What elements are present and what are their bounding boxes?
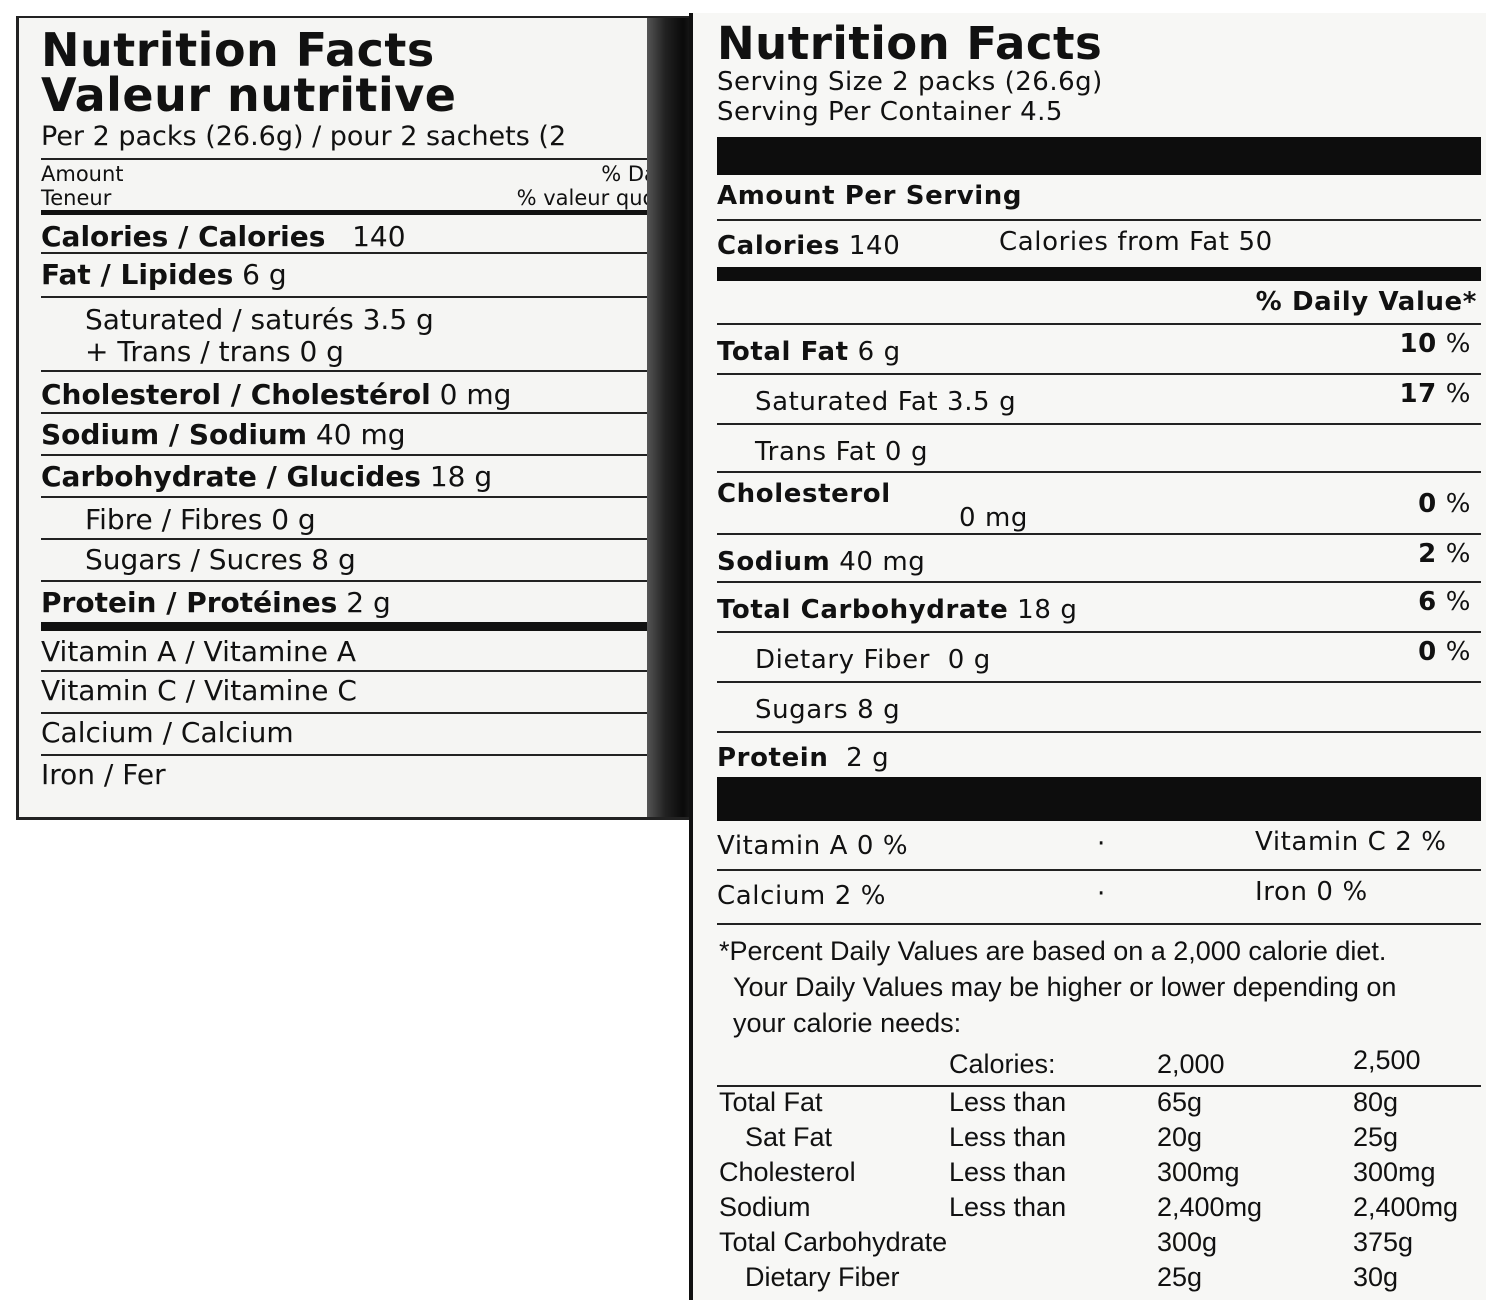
- us-nutrition-label: Nutrition Facts Serving Size 2 packs (26…: [689, 13, 1486, 1300]
- table-row: Cholesterol Less than 300mg 300mg: [719, 1157, 1436, 1187]
- vitamin-a: Vitamin A 0 %: [717, 831, 909, 861]
- calories-from-fat: Calories from Fat 50: [999, 227, 1273, 257]
- row-total-fat: Total Fat 6 g 10 %: [717, 323, 1481, 373]
- row-sugars: Sugars 8 g: [717, 681, 1481, 731]
- left-title-fr: Valeur nutritive: [41, 68, 457, 122]
- row-saturated-fat: Saturated Fat 3.5 g 17 %: [717, 373, 1481, 423]
- left-row-calcium: Calcium / Calcium: [41, 712, 681, 754]
- left-row-sugars: Sugars / Sucres 8 g: [41, 538, 681, 580]
- calcium: Calcium 2 %: [717, 881, 887, 911]
- row-total-carbohydrate: Total Carbohydrate 18 g 6 %: [717, 581, 1481, 631]
- left-serving-size: Per 2 packs (26.6g) / pour 2 sachets (2: [41, 121, 567, 152]
- row-dietary-fiber: Dietary Fiber 0 g 0 %: [717, 631, 1481, 681]
- left-row-vitamin-c: Vitamin C / Vitamine C: [41, 670, 681, 712]
- medium-rule: [717, 267, 1481, 281]
- table-row: Sodium Less than 2,400mg 2,400mg: [719, 1192, 1459, 1222]
- row-vitamins: Vitamin A 0 % · Vitamin C 2 %: [717, 821, 1481, 869]
- canadian-nutrition-label: Nutrition Facts Valeur nutritive Per 2 p…: [16, 16, 690, 820]
- teneur-label: Teneur: [41, 186, 112, 210]
- separator-dot: ·: [1097, 879, 1106, 909]
- left-row-fibre: Fibre / Fibres 0 g: [41, 496, 681, 538]
- row-protein: Protein 2 g: [717, 731, 1481, 777]
- amount-label: Amount: [41, 162, 124, 186]
- footnote: *Percent Daily Values are based on a 2,0…: [717, 923, 1481, 1041]
- iron: Iron 0 %: [1255, 877, 1368, 907]
- table-row: Dietary Fiber 25g 30g: [745, 1262, 1399, 1292]
- calories-row: Calories 140 Calories from Fat 50: [717, 219, 1481, 267]
- table-row: Total Fat Less than 65g 80g: [719, 1087, 1399, 1117]
- package-fold-shadow: [647, 18, 690, 817]
- servings-per-container: Serving Per Container 4.5: [717, 97, 1063, 127]
- left-column-header: Amount Teneur % Daily % valeur quotic: [41, 158, 681, 210]
- row-sodium: Sodium 40 mg 2 %: [717, 533, 1481, 581]
- left-row-iron: Iron / Fer: [41, 754, 681, 796]
- thick-rule-vitamins: [717, 777, 1481, 821]
- left-row-fat: Fat / Lipides 6 g 1: [41, 252, 687, 296]
- left-row-calories: Calories / Calories 140: [41, 210, 681, 253]
- thick-rule-top: [717, 137, 1481, 175]
- left-row-sodium: Sodium / Sodium 40 mg: [41, 412, 681, 454]
- left-row-carbohydrate: Carbohydrate / Glucides 18 g: [41, 454, 681, 496]
- table-body: Total Fat Less than 65g 80g Sat Fat Less…: [717, 1085, 1481, 1297]
- separator-dot: ·: [1097, 829, 1106, 859]
- right-title: Nutrition Facts: [717, 17, 1103, 70]
- daily-values-reference-table: Calories: 2,000 2,500 Total Fat Less tha…: [717, 1043, 1481, 1297]
- table-row: Total Carbohydrate 300g 375g: [719, 1227, 1414, 1257]
- row-cholesterol: Cholesterol 0 mg 0 %: [717, 471, 1481, 533]
- left-title-en: Nutrition Facts: [41, 23, 435, 77]
- left-row-vitamin-a: Vitamin A / Vitamine A: [41, 622, 681, 670]
- row-minerals: Calcium 2 % · Iron 0 %: [717, 869, 1481, 917]
- amount-per-serving: Amount Per Serving: [717, 181, 1023, 211]
- left-row-protein: Protein / Protéines 2 g: [41, 580, 681, 622]
- row-trans-fat: Trans Fat 0 g: [717, 423, 1481, 471]
- vitamin-c: Vitamin C 2 %: [1255, 827, 1447, 857]
- daily-value-header: % Daily Value*: [1255, 287, 1477, 317]
- left-row-saturated-trans: Saturated / saturés 3.5 g + Trans / tran…: [41, 296, 687, 370]
- serving-size: Serving Size 2 packs (26.6g): [717, 67, 1103, 97]
- table-header: Calories: 2,000 2,500: [949, 1045, 1421, 1079]
- table-row: Sat Fat Less than 20g 25g: [745, 1122, 1399, 1152]
- left-row-cholesterol: Cholesterol / Cholestérol 0 mg: [41, 370, 681, 412]
